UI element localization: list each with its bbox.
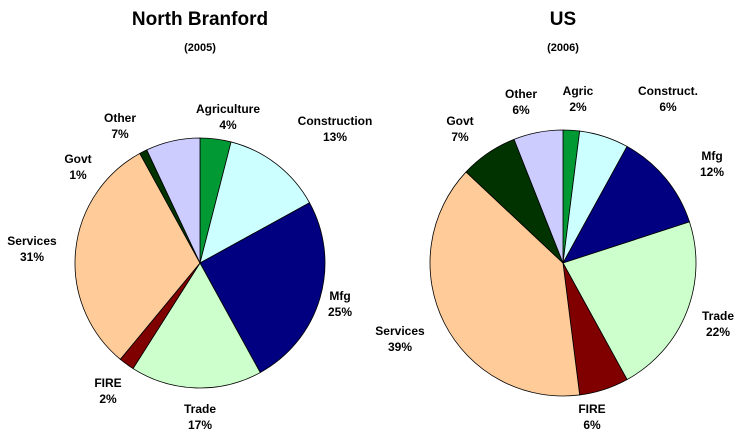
slice-value-label: 6%: [659, 100, 677, 114]
slice-label: Services: [7, 234, 57, 248]
slice-value-label: 6%: [583, 418, 601, 432]
slice-value-label: 2%: [99, 392, 117, 406]
slice-label: Govt: [64, 152, 91, 166]
slice-label: Construct.: [638, 84, 698, 98]
slice-label: Other: [104, 111, 136, 125]
pie-slice: [562, 221, 697, 381]
slice-label: FIRE: [578, 402, 605, 416]
slice-value-label: 1%: [69, 168, 87, 182]
slice-value-label: 39%: [388, 340, 412, 354]
slice-label: Trade: [702, 309, 734, 323]
chart-subtitle: (2005): [184, 42, 216, 54]
slice-label: FIRE: [94, 376, 121, 390]
slice-label: Mfg: [329, 289, 350, 303]
slice-value-label: 6%: [512, 103, 530, 117]
slice-value-label: 12%: [700, 165, 724, 179]
slice-value-label: 7%: [111, 127, 129, 141]
slice-value-label: 17%: [188, 418, 212, 432]
pie-slice: [74, 152, 201, 360]
chart-title: US: [550, 9, 576, 30]
slice-label: Govt: [446, 114, 473, 128]
slice-value-label: 4%: [219, 118, 237, 132]
pie-slice: [429, 171, 581, 397]
slice-value-label: 22%: [706, 325, 730, 339]
slice-value-label: 7%: [451, 130, 469, 144]
slice-label: Agric: [563, 84, 594, 98]
slice-value-label: 13%: [323, 130, 347, 144]
pie-slice: [132, 262, 261, 389]
chart-subtitle: (2006): [547, 42, 579, 54]
slice-value-label: 2%: [569, 100, 587, 114]
slice-label: Other: [505, 87, 537, 101]
slice-label: Construction: [298, 114, 373, 128]
slice-value-label: 31%: [20, 250, 44, 264]
pie-slice: [562, 145, 690, 264]
slice-label: Mfg: [701, 149, 722, 163]
pie-slice: [513, 129, 564, 264]
slice-label: Agriculture: [196, 102, 260, 116]
slice-label: Services: [375, 324, 425, 338]
slice-value-label: 25%: [328, 305, 352, 319]
chart-title: North Branford: [132, 9, 268, 30]
pie-slice: [199, 141, 311, 264]
pie-slice: [146, 137, 201, 264]
slice-label: Trade: [184, 402, 216, 416]
pie-slice: [199, 202, 326, 374]
